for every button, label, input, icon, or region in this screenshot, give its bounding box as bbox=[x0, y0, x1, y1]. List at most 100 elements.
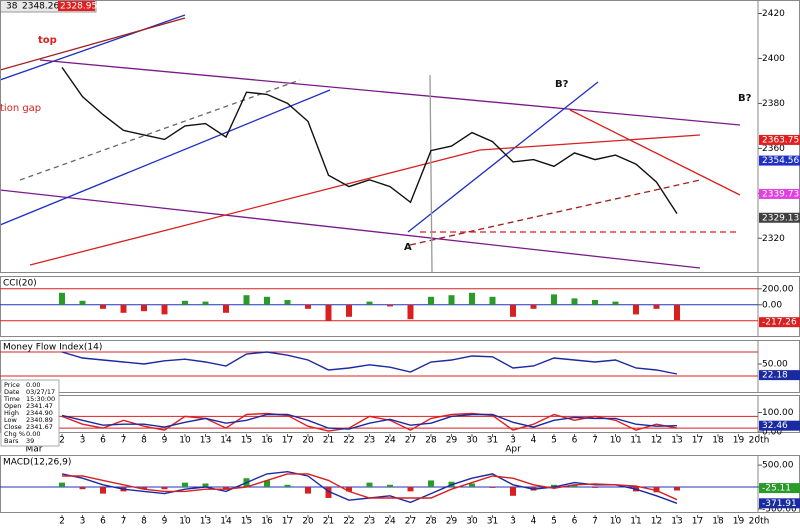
x-tick-label: 29 bbox=[446, 436, 458, 446]
x-tick-label: 18 bbox=[712, 436, 724, 446]
bar bbox=[141, 304, 147, 312]
bar bbox=[469, 483, 475, 488]
value-marker-label: 22.18 bbox=[762, 371, 788, 381]
x-tick-label: 14 bbox=[220, 436, 232, 446]
toolbar-item: 38 bbox=[6, 2, 18, 12]
value-marker bbox=[759, 155, 800, 166]
toolbar-item: 2328.95 bbox=[60, 2, 97, 12]
bar bbox=[592, 487, 598, 488]
panel-title: CCI(20) bbox=[3, 279, 37, 289]
value-marker-label: 2354.56 bbox=[762, 156, 799, 166]
x-tick-label: 8 bbox=[141, 436, 147, 446]
x-tick-label: 13 bbox=[671, 517, 682, 527]
price-line bbox=[61, 351, 678, 375]
panel-title: Money Flow Index(14) bbox=[3, 343, 102, 353]
bar bbox=[161, 487, 168, 490]
x-tick-label: 31 bbox=[487, 517, 498, 527]
bar bbox=[448, 295, 455, 305]
bar bbox=[284, 300, 291, 305]
trendlines bbox=[0, 14, 741, 273]
bar bbox=[305, 487, 311, 494]
annotation: B? bbox=[738, 93, 752, 104]
x-tick-label: 10 bbox=[179, 436, 191, 446]
x-tick-label: 21 bbox=[323, 436, 334, 446]
x-tick-label: 20th bbox=[749, 517, 770, 527]
x-tick-label: 2 bbox=[59, 436, 65, 446]
info-value: 0.00 bbox=[26, 430, 40, 438]
x-tick-label: 21 bbox=[323, 517, 334, 527]
value-marker-label: -371.91 bbox=[762, 499, 797, 509]
x-tick-label: 16 bbox=[261, 517, 273, 527]
x-tick-label: 20th bbox=[749, 436, 770, 446]
x-tick-label: 28 bbox=[425, 436, 437, 446]
x-tick-label: 30 bbox=[466, 517, 478, 527]
y-tick-label: 500.00 bbox=[762, 461, 794, 471]
x-tick-label: 19 bbox=[733, 517, 745, 527]
x-tick-label: 3 bbox=[510, 517, 516, 527]
trendline bbox=[0, 189, 701, 269]
x-tick-label: 17 bbox=[282, 436, 293, 446]
info-label: Date bbox=[4, 388, 20, 396]
x-tick-label: 7 bbox=[121, 517, 127, 527]
x-tick-label: 19 bbox=[733, 436, 745, 446]
x-tick-label: 20 bbox=[302, 436, 314, 446]
x-tick-label: 10 bbox=[179, 517, 191, 527]
x-tick-label: 28 bbox=[425, 517, 437, 527]
y-tick-label: -500.00 bbox=[762, 504, 797, 514]
bar bbox=[653, 304, 660, 309]
x-tick-label: 13 bbox=[671, 436, 682, 446]
x-tick-label: 9 bbox=[162, 436, 168, 446]
bar bbox=[428, 480, 434, 488]
bar bbox=[653, 487, 660, 493]
y-tick-label: 100.00 bbox=[762, 408, 794, 418]
value-marker-label: 2339.73 bbox=[762, 189, 799, 199]
value-marker bbox=[759, 420, 800, 431]
bar bbox=[59, 482, 65, 488]
x-tick-label: 24 bbox=[384, 517, 396, 527]
value-marker bbox=[759, 483, 800, 494]
info-value: 2340.89 bbox=[26, 416, 53, 424]
trendline bbox=[569, 109, 741, 196]
x-tick-label: 27 bbox=[405, 436, 416, 446]
x-tick-label: 4 bbox=[531, 436, 537, 446]
toolbar-item: 2348.26 bbox=[22, 2, 59, 12]
y-tick-label: 2320 bbox=[762, 234, 785, 244]
x-tick-label: 7 bbox=[592, 517, 598, 527]
bar bbox=[182, 300, 188, 305]
x-tick-label: 18 bbox=[712, 517, 724, 527]
bar bbox=[633, 304, 639, 315]
bar bbox=[100, 304, 106, 309]
bar bbox=[325, 304, 332, 321]
info-label: Time bbox=[3, 395, 20, 403]
bar bbox=[325, 487, 332, 498]
bar bbox=[428, 296, 434, 305]
bar bbox=[387, 304, 393, 307]
x-tick-label: 29 bbox=[446, 517, 458, 527]
x-tick-label: 16 bbox=[261, 436, 273, 446]
info-label: Close bbox=[4, 423, 22, 431]
info-label: Price bbox=[4, 381, 20, 389]
trendline bbox=[19, 79, 301, 181]
bar bbox=[366, 482, 373, 488]
x-tick-label: 13 bbox=[200, 436, 211, 446]
price-line bbox=[61, 66, 678, 214]
bar bbox=[407, 487, 414, 492]
annotation: tion gap bbox=[0, 103, 41, 114]
bar bbox=[387, 484, 393, 488]
x-tick-label: 8 bbox=[141, 517, 147, 527]
y-tick-label: 2360 bbox=[762, 144, 785, 154]
bar bbox=[571, 484, 578, 488]
x-tick-label: 15 bbox=[241, 436, 252, 446]
trendline bbox=[0, 17, 186, 71]
x-tick-label: 12 bbox=[651, 436, 662, 446]
trendline bbox=[0, 14, 186, 81]
x-tick-label: 3 bbox=[80, 517, 86, 527]
trendline bbox=[29, 149, 481, 266]
x-tick-label: 17 bbox=[282, 517, 293, 527]
info-label: Chg % bbox=[4, 430, 25, 438]
bar bbox=[100, 487, 106, 494]
x-tick-label: 9 bbox=[162, 517, 168, 527]
bar bbox=[551, 484, 557, 488]
bar bbox=[489, 296, 496, 305]
